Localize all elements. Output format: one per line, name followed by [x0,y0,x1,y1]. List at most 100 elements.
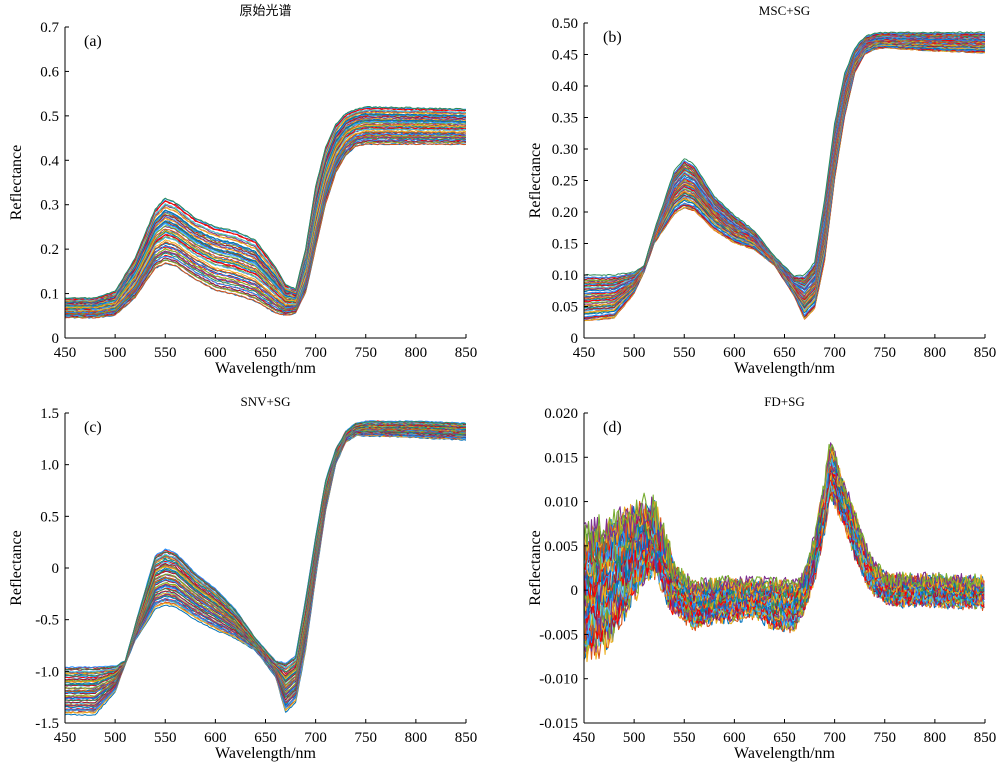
x-tick-label: 850 [974,730,997,746]
series-line [65,425,466,686]
panel-title: SNV+SG [241,394,291,409]
series-line [584,39,985,300]
x-tick-label: 800 [405,345,428,361]
y-tick-label: 0 [571,583,579,599]
x-tick-label: 650 [773,730,796,746]
series-line [65,434,466,714]
y-tick-label: -0.5 [35,613,59,629]
series-line [65,425,466,683]
x-tick-label: 700 [823,730,846,746]
series-line [65,434,466,716]
y-tick-label: 0.7 [40,20,59,36]
series-line [65,106,466,299]
series-line [584,34,985,286]
series-line [65,433,466,712]
series-line [584,32,985,279]
x-tick-label: 700 [304,730,327,746]
series-line [65,425,466,685]
series-line [584,443,985,593]
x-tick-label: 600 [204,345,227,361]
x-tick-label: 800 [924,345,947,361]
y-tick-label: 0 [52,561,60,577]
series-line [65,433,466,712]
x-tick-label: 500 [623,345,646,361]
series-line [584,39,985,300]
y-tick-label: 0.010 [544,495,578,511]
x-tick-label: 550 [154,730,177,746]
series-line [584,39,985,298]
series-line [65,425,466,687]
series-line [65,424,466,683]
series-line [65,423,466,679]
series-line [65,420,466,669]
x-tick-label: 850 [974,345,997,361]
series-line [65,109,466,301]
series-line [584,37,985,295]
series-line [65,420,466,669]
series-line [584,40,985,302]
series-line [65,108,466,301]
series-line [65,423,466,678]
series-line [65,422,466,675]
panel-label: (b) [603,29,622,46]
series-line [584,37,985,294]
panel-title: FD+SG [764,394,805,409]
series-line [65,425,466,686]
series-line [65,420,466,670]
x-axis-label: Wavelength/nm [215,745,316,762]
y-tick-label: -0.010 [539,672,578,688]
series-line [584,36,985,291]
series-line [65,433,466,711]
y-tick-label: -0.015 [539,716,578,732]
series-line [584,31,985,277]
chart-panel-1: 450 500 550 600 650 700 750 800 850 0 0.1 0.2 0.3 0.4… [8,3,477,377]
y-axis-label: Reflectance [8,145,25,221]
series-line [65,422,466,677]
series-line [584,36,985,291]
series-line [65,112,466,303]
y-tick-label: 0.25 [552,174,578,190]
x-tick-label: 500 [104,730,127,746]
series-line [65,422,466,676]
x-tick-label: 600 [723,730,746,746]
panel-label: (a) [84,33,102,50]
x-tick-label: 500 [623,730,646,746]
y-tick-label: 0.3 [40,198,59,214]
series-line [65,140,466,318]
x-tick-label: 850 [455,730,478,746]
x-tick-label: 750 [355,345,378,361]
series-line [584,40,985,301]
series-line [65,133,466,314]
y-tick-label: 1.5 [40,406,59,422]
panel-label: (c) [84,419,102,436]
series-line [584,40,985,303]
series-line [584,32,985,279]
x-tick-label: 750 [355,730,378,746]
x-tick-label: 700 [304,345,327,361]
series-line [65,424,466,681]
y-tick-label: 0.015 [544,450,578,466]
series-group [584,31,985,322]
series-line [584,32,985,281]
x-tick-label: 750 [874,730,897,746]
y-tick-label: 0 [52,331,60,347]
x-tick-label: 650 [254,345,277,361]
x-tick-label: 450 [573,345,596,361]
x-tick-label: 850 [455,345,478,361]
series-line [65,138,466,317]
y-axis-label: Reflectance [527,143,544,219]
series-group [65,420,466,716]
series-line [65,421,466,673]
series-line [584,442,985,593]
series-line [584,39,985,299]
series-line [65,425,466,687]
series-line [584,36,985,290]
y-tick-label: 0.50 [552,16,578,32]
y-tick-label: -0.005 [539,627,578,643]
x-tick-label: 650 [773,345,796,361]
x-tick-label: 800 [924,730,947,746]
x-axis-label: Wavelength/nm [734,745,835,762]
y-tick-label: 0.15 [552,237,578,253]
series-line [584,34,985,284]
